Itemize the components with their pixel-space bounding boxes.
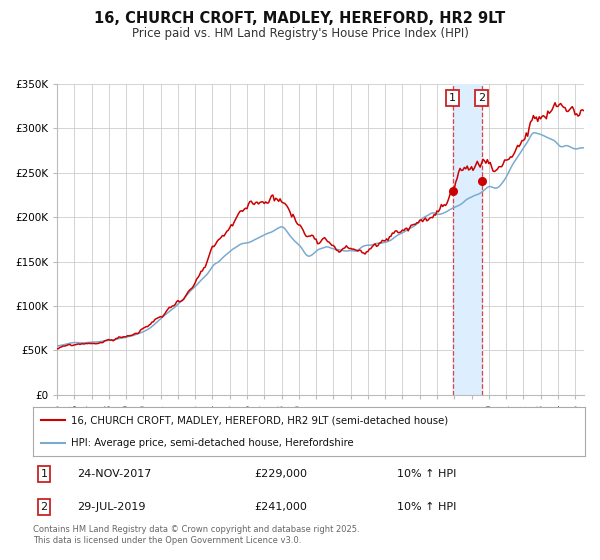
Text: HPI: Average price, semi-detached house, Herefordshire: HPI: Average price, semi-detached house,… bbox=[71, 438, 353, 448]
Text: 1: 1 bbox=[449, 93, 456, 103]
Text: 29-JUL-2019: 29-JUL-2019 bbox=[77, 502, 146, 512]
Text: 2: 2 bbox=[478, 93, 485, 103]
Text: £229,000: £229,000 bbox=[254, 469, 307, 479]
Bar bbox=[452, 84, 482, 395]
Text: 16, CHURCH CROFT, MADLEY, HEREFORD, HR2 9LT (semi-detached house): 16, CHURCH CROFT, MADLEY, HEREFORD, HR2 … bbox=[71, 416, 448, 426]
Text: 24-NOV-2017: 24-NOV-2017 bbox=[77, 469, 152, 479]
Text: Contains HM Land Registry data © Crown copyright and database right 2025.
This d: Contains HM Land Registry data © Crown c… bbox=[33, 525, 359, 545]
Text: £241,000: £241,000 bbox=[254, 502, 307, 512]
Text: 10% ↑ HPI: 10% ↑ HPI bbox=[397, 469, 457, 479]
Text: Price paid vs. HM Land Registry's House Price Index (HPI): Price paid vs. HM Land Registry's House … bbox=[131, 27, 469, 40]
Text: 16, CHURCH CROFT, MADLEY, HEREFORD, HR2 9LT: 16, CHURCH CROFT, MADLEY, HEREFORD, HR2 … bbox=[94, 11, 506, 26]
Text: 1: 1 bbox=[41, 469, 47, 479]
Text: 10% ↑ HPI: 10% ↑ HPI bbox=[397, 502, 457, 512]
Text: 2: 2 bbox=[40, 502, 47, 512]
